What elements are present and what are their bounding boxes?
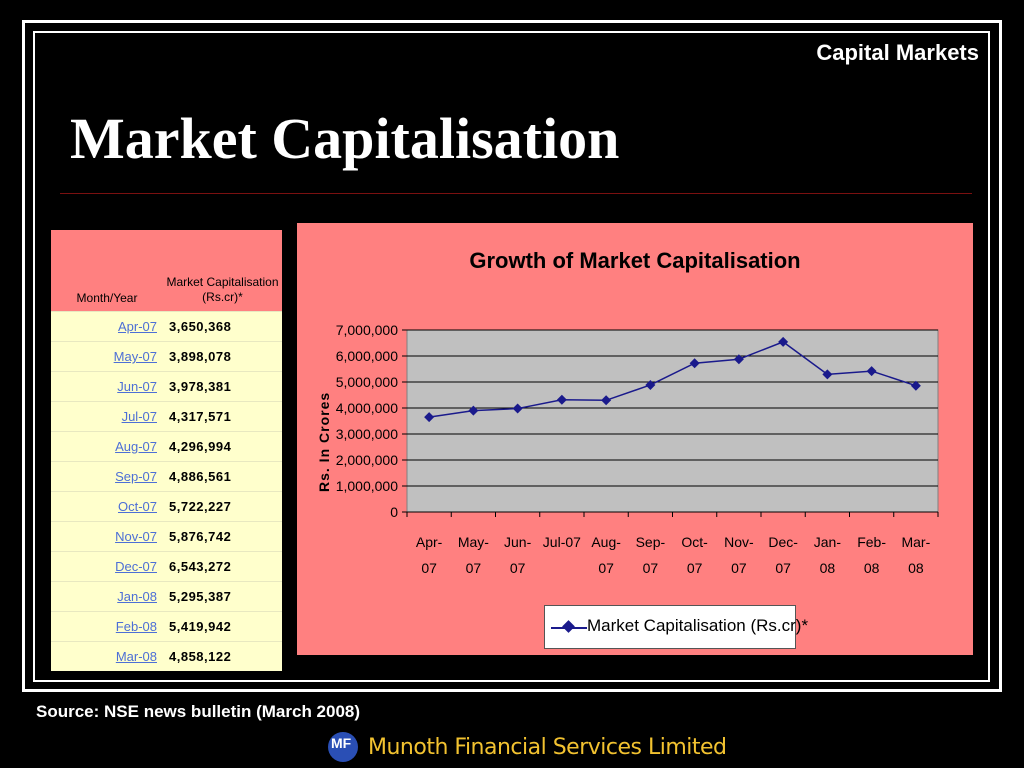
table-row: Dec-07 6,543,272 (51, 551, 282, 582)
data-point (778, 336, 789, 347)
slide-outer-frame (22, 20, 1002, 692)
table-row: Sep-07 4,886,561 (51, 461, 282, 492)
x-tick-label: Dec-07 (768, 534, 798, 576)
table-header-month: Month/Year (51, 230, 163, 312)
line-chart: Growth of Market Capitalisation Rs. In C… (316, 248, 939, 576)
y-axis-label: Rs. In Crores (316, 392, 332, 492)
x-tick-label: Aug-07 (591, 534, 621, 576)
row-value: 5,295,387 (163, 581, 282, 612)
y-tick-label: 3,000,000 (336, 426, 398, 442)
x-tick-label: Mar-08 (901, 534, 930, 576)
x-tick-label: Apr-07 (416, 534, 443, 576)
table-row: Oct-07 5,722,227 (51, 491, 282, 522)
row-value: 3,898,078 (163, 341, 282, 372)
row-month-link[interactable]: Mar-08 (51, 641, 163, 671)
row-month-link[interactable]: Jul-07 (51, 401, 163, 432)
row-value: 4,296,994 (163, 431, 282, 462)
chart-panel: Growth of Market Capitalisation Rs. In C… (297, 223, 973, 655)
plot-area (406, 329, 939, 513)
row-month-link[interactable]: Feb-08 (51, 611, 163, 642)
data-point (645, 379, 656, 390)
row-value: 5,419,942 (163, 611, 282, 642)
slide-inner-frame (33, 31, 990, 682)
row-value: 6,543,272 (163, 551, 282, 582)
table-row: Feb-08 5,419,942 (51, 611, 282, 642)
table-row: Apr-07 3,650,368 (51, 311, 282, 342)
row-month-link[interactable]: Jun-07 (51, 371, 163, 402)
x-tick-label: Sep-07 (636, 534, 666, 576)
table-row: Mar-08 4,858,122 (51, 641, 282, 671)
row-month-link[interactable]: Nov-07 (51, 521, 163, 552)
row-month-link[interactable]: Apr-07 (51, 311, 163, 342)
table-row: May-07 3,898,078 (51, 341, 282, 372)
y-tick-label: 4,000,000 (336, 400, 398, 416)
row-month-link[interactable]: Sep-07 (51, 461, 163, 492)
y-tick-label: 2,000,000 (336, 452, 398, 468)
data-point (424, 412, 435, 423)
legend-marker (562, 620, 575, 633)
title-divider (60, 193, 972, 194)
legend-label: Market Capitalisation (Rs.cr)* (587, 616, 809, 635)
y-tick-label: 1,000,000 (336, 478, 398, 494)
table-row: Jun-07 3,978,381 (51, 371, 282, 402)
row-month-link[interactable]: Aug-07 (51, 431, 163, 462)
x-tick-label: May-07 (458, 534, 489, 576)
row-value: 4,886,561 (163, 461, 282, 492)
row-value: 5,722,227 (163, 491, 282, 522)
chart-title: Growth of Market Capitalisation (469, 248, 800, 273)
table-row: Nov-07 5,876,742 (51, 521, 282, 552)
row-month-link[interactable]: Jan-08 (51, 581, 163, 612)
x-tick-label: Jan-08 (814, 534, 842, 576)
market-cap-table: Month/Year Market Capitalisation (Rs.cr)… (51, 230, 282, 671)
x-tick-label: Jul-07 (543, 534, 581, 550)
row-month-link[interactable]: Dec-07 (51, 551, 163, 582)
y-tick-label: 5,000,000 (336, 374, 398, 390)
row-value: 3,650,368 (163, 311, 282, 342)
y-tick-label: 7,000,000 (336, 322, 398, 338)
table-row: Jan-08 5,295,387 (51, 581, 282, 612)
data-point (822, 369, 833, 380)
chart-legend: Market Capitalisation (Rs.cr)* (544, 605, 808, 649)
table-row: Aug-07 4,296,994 (51, 431, 282, 462)
x-tick-label: Nov-07 (724, 534, 754, 576)
data-point (866, 366, 877, 377)
data-point (512, 403, 523, 414)
row-value: 5,876,742 (163, 521, 282, 552)
data-point (910, 380, 921, 391)
y-tick-label: 6,000,000 (336, 348, 398, 364)
x-tick-label: Feb-08 (857, 534, 886, 576)
data-point (468, 405, 479, 416)
x-tick-label: Oct-07 (681, 534, 708, 576)
row-month-link[interactable]: May-07 (51, 341, 163, 372)
data-point (556, 394, 567, 405)
row-value: 3,978,381 (163, 371, 282, 402)
x-tick-label: Jun-07 (504, 534, 532, 576)
table-row: Jul-07 4,317,571 (51, 401, 282, 432)
y-tick-label: 0 (390, 504, 398, 520)
row-month-link[interactable]: Oct-07 (51, 491, 163, 522)
table-header-value: Market Capitalisation (Rs.cr)* (163, 230, 282, 312)
series-line (429, 341, 917, 418)
data-point (733, 354, 744, 365)
company-name: Munoth Financial Services Limited (368, 735, 727, 760)
data-point (689, 358, 700, 369)
row-value: 4,317,571 (163, 401, 282, 432)
company-logo-icon: MF (328, 732, 358, 762)
source-note: Source: NSE news bulletin (March 2008) (36, 702, 361, 721)
section-label: Capital Markets (816, 40, 979, 65)
page-title: Market Capitalisation (70, 106, 620, 171)
row-value: 4,858,122 (163, 641, 282, 671)
data-point (601, 395, 612, 406)
